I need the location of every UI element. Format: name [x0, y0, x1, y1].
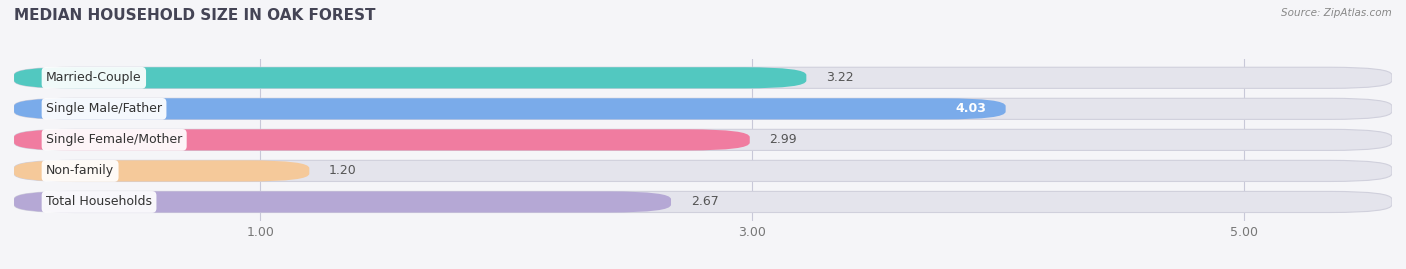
- FancyBboxPatch shape: [14, 67, 807, 88]
- Text: 4.03: 4.03: [955, 102, 986, 115]
- Text: Total Households: Total Households: [46, 196, 152, 208]
- Text: 3.22: 3.22: [827, 71, 853, 84]
- FancyBboxPatch shape: [14, 129, 1392, 150]
- Text: MEDIAN HOUSEHOLD SIZE IN OAK FOREST: MEDIAN HOUSEHOLD SIZE IN OAK FOREST: [14, 8, 375, 23]
- Text: Source: ZipAtlas.com: Source: ZipAtlas.com: [1281, 8, 1392, 18]
- FancyBboxPatch shape: [14, 192, 1392, 213]
- FancyBboxPatch shape: [14, 98, 1392, 119]
- Text: 2.67: 2.67: [690, 196, 718, 208]
- FancyBboxPatch shape: [14, 129, 749, 150]
- Text: Single Female/Mother: Single Female/Mother: [46, 133, 183, 146]
- FancyBboxPatch shape: [14, 160, 1392, 182]
- FancyBboxPatch shape: [14, 67, 1392, 88]
- FancyBboxPatch shape: [14, 98, 1005, 119]
- Text: Non-family: Non-family: [46, 164, 114, 178]
- Text: Married-Couple: Married-Couple: [46, 71, 142, 84]
- FancyBboxPatch shape: [14, 160, 309, 182]
- Text: 2.99: 2.99: [769, 133, 797, 146]
- Text: Single Male/Father: Single Male/Father: [46, 102, 162, 115]
- Text: 1.20: 1.20: [329, 164, 357, 178]
- FancyBboxPatch shape: [14, 192, 671, 213]
